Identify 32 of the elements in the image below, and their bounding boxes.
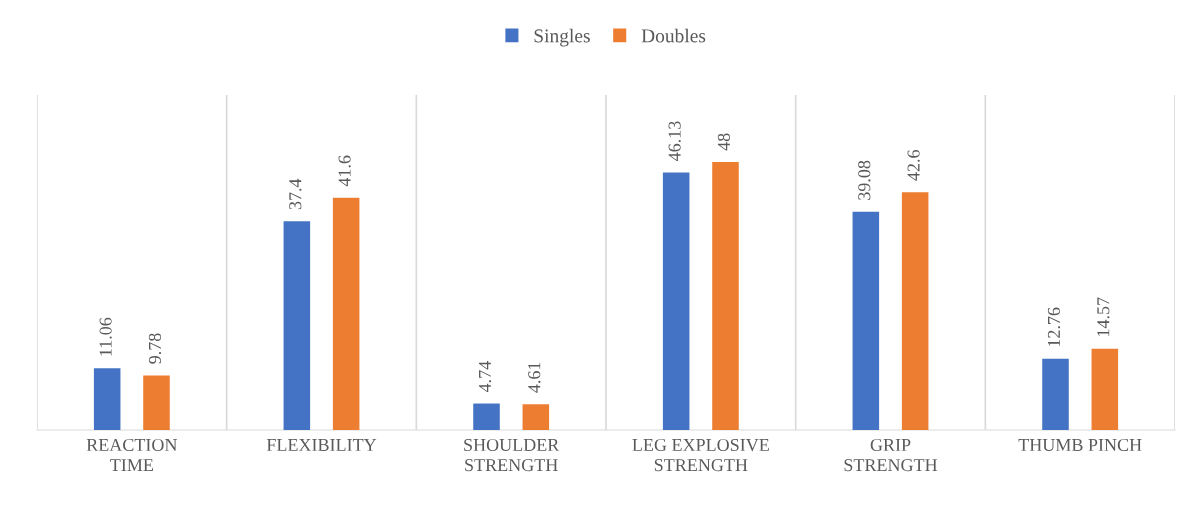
data-label: 14.57 xyxy=(1097,297,1110,336)
data-label: 9.78 xyxy=(148,333,162,364)
bar xyxy=(522,404,550,430)
x-tick-label: SHOULDER STRENGTH xyxy=(464,438,560,472)
bar xyxy=(901,192,929,430)
bar xyxy=(1091,348,1119,430)
bar xyxy=(662,172,690,430)
bar xyxy=(93,368,121,430)
bar xyxy=(852,211,880,430)
data-label: 48 xyxy=(717,133,731,151)
x-tick-label: THUMB PINCH xyxy=(1018,438,1142,452)
legend-label: Singles xyxy=(534,28,590,47)
data-label: 46.13 xyxy=(668,121,681,161)
data-label: 39.08 xyxy=(858,160,871,200)
bar xyxy=(712,162,739,430)
data-label: 4.61 xyxy=(528,362,541,393)
bar xyxy=(283,221,311,430)
bar xyxy=(332,197,360,430)
legend-label: Doubles xyxy=(641,28,706,43)
x-tick-label: GRIP STRENGTH xyxy=(844,438,938,472)
x-tick-label: LEG EXPLOSIVE STRENGTH xyxy=(632,438,769,472)
data-label: 41.6 xyxy=(338,155,351,187)
data-label: 37.4 xyxy=(289,178,302,210)
bar xyxy=(473,403,500,430)
data-label: 4.74 xyxy=(478,361,492,393)
bar xyxy=(1042,358,1069,430)
x-tick-label: FLEXIBILITY xyxy=(266,439,377,451)
data-label: 42.6 xyxy=(907,149,920,181)
x-tick-label: REACTION TIME xyxy=(86,438,178,471)
data-label: 12.76 xyxy=(1047,307,1061,347)
bar xyxy=(143,375,170,430)
data-label: 11.06 xyxy=(99,317,112,356)
